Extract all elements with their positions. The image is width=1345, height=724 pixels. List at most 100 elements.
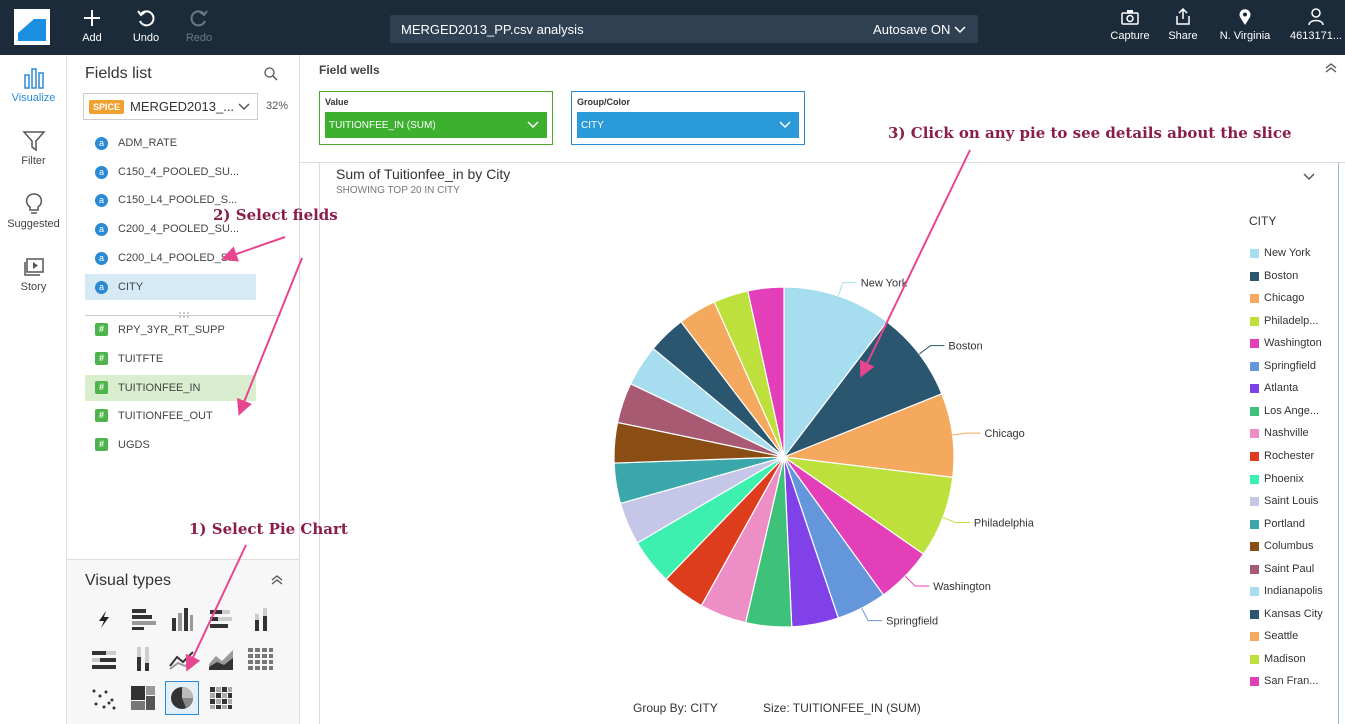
- field-item[interactable]: a C150_4_POOLED_SU...: [85, 159, 256, 185]
- legend-swatch: [1250, 677, 1259, 687]
- field-item-city[interactable]: a CITY: [85, 274, 256, 300]
- heat-map-icon: [210, 687, 232, 709]
- collapse-icon[interactable]: [271, 575, 283, 585]
- dimension-icon: a: [95, 166, 108, 179]
- legend-swatch: [1250, 654, 1259, 664]
- heat-map-visual-type[interactable]: [204, 681, 238, 715]
- field-item[interactable]: a C150_L4_POOLED_S...: [85, 187, 256, 213]
- story-icon: [23, 258, 44, 276]
- filter-icon: [21, 131, 46, 152]
- visual-panel[interactable]: Sum of Tuitionfee_in by City SHOWING TOP…: [319, 163, 1339, 724]
- rail-story[interactable]: Story: [0, 256, 67, 293]
- field-wells-title: Field wells: [319, 63, 380, 77]
- footer-group-by: Group By: CITY: [633, 701, 718, 715]
- field-item[interactable]: # RPY_3YR_RT_SUPP: [85, 317, 256, 343]
- legend-label: Springfield: [1264, 359, 1316, 372]
- analysis-title[interactable]: MERGED2013_PP.csv analysis: [401, 22, 584, 37]
- legend-label: Phoenix: [1264, 472, 1304, 485]
- autosave-dropdown[interactable]: Autosave ON: [873, 22, 966, 37]
- redo-label: Redo: [185, 32, 213, 44]
- rail-filter[interactable]: Filter: [0, 130, 67, 167]
- add-button[interactable]: Add: [67, 8, 117, 44]
- field-item[interactable]: a C200_4_POOLED_SU...: [85, 216, 256, 242]
- stacked-bar-100-visual-type[interactable]: [87, 642, 121, 676]
- pivot-table-visual-type[interactable]: [243, 642, 277, 676]
- field-item[interactable]: a ADM_RATE: [85, 130, 256, 156]
- rail-visualize[interactable]: Visualize: [0, 67, 67, 104]
- chevron-down-icon[interactable]: [1303, 173, 1315, 181]
- lightning-icon: [99, 611, 109, 628]
- left-icon-rail: Visualize Filter Suggested Story: [0, 55, 67, 724]
- callout-line: [952, 432, 981, 436]
- dataset-selector[interactable]: SPICE MERGED2013_...: [83, 93, 258, 120]
- dimension-icon: a: [95, 252, 108, 265]
- annotation-step2: 2) Select fields: [213, 206, 338, 224]
- scatter-visual-type[interactable]: [87, 681, 121, 715]
- callout-line: [942, 517, 970, 524]
- legend-label: Nashville: [1264, 427, 1309, 440]
- chevron-down-icon: [954, 26, 966, 34]
- tree-map-icon: [131, 686, 155, 710]
- spice-badge: SPICE: [89, 100, 125, 114]
- value-field-pill[interactable]: TUITIONFEE_IN (SUM): [325, 112, 547, 138]
- measure-icon: #: [95, 352, 108, 365]
- field-item-tuitionfee-in[interactable]: # TUITIONFEE_IN: [85, 375, 256, 401]
- undo-button[interactable]: Undo: [121, 8, 171, 44]
- value-well[interactable]: Value TUITIONFEE_IN (SUM): [319, 91, 553, 145]
- callout-line: [904, 575, 930, 587]
- legend-label: Portland: [1264, 517, 1305, 530]
- dimension-icon: a: [95, 223, 108, 236]
- stacked-column-100-visual-type[interactable]: [126, 642, 160, 676]
- pie-visual-type[interactable]: [165, 681, 199, 715]
- vertical-bar-chart-icon: [172, 608, 193, 631]
- pie-slice-new-york[interactable]: [783, 286, 888, 459]
- stacked-horizontal-bar-icon: [210, 610, 232, 628]
- search-icon[interactable]: [264, 67, 278, 81]
- callout-label: Springfield: [886, 616, 938, 628]
- vertical-bar-visual-type[interactable]: [165, 602, 199, 636]
- share-button[interactable]: Share: [1158, 8, 1208, 42]
- field-item[interactable]: # TUITFTE: [85, 346, 256, 372]
- group-field-pill[interactable]: CITY: [577, 112, 799, 138]
- rail-suggested[interactable]: Suggested: [0, 193, 67, 230]
- field-divider[interactable]: [85, 315, 281, 316]
- legend-swatch: [1250, 564, 1259, 574]
- stacked-column-visual-type[interactable]: [243, 602, 277, 636]
- field-wells-panel: Field wells Value TUITIONFEE_IN (SUM) Gr…: [300, 55, 1345, 163]
- group-color-well[interactable]: Group/Color CITY: [571, 91, 805, 145]
- dataset-name: MERGED2013_...: [130, 99, 235, 114]
- pie-slice-boston[interactable]: [782, 320, 943, 459]
- legend-swatch: [1250, 632, 1259, 642]
- field-item[interactable]: # TUITIONFEE_OUT: [85, 403, 256, 429]
- collapse-icon[interactable]: [1325, 63, 1337, 73]
- spice-usage-percent: 32%: [266, 100, 289, 112]
- area-visual-type[interactable]: [204, 642, 238, 676]
- field-item[interactable]: # UGDS: [85, 432, 256, 458]
- capture-button[interactable]: Capture: [1105, 8, 1155, 42]
- share-icon: [1176, 8, 1190, 25]
- redo-button[interactable]: Redo: [174, 8, 224, 44]
- field-item[interactable]: a C200_L4_POOLED_S...: [85, 245, 256, 271]
- tree-map-visual-type[interactable]: [126, 681, 160, 715]
- visual-types-panel: Visual types: [67, 559, 300, 724]
- callout-line: [837, 282, 857, 297]
- pie-chart[interactable]: New York Boston Chicago Philadelphia Washing…: [320, 163, 1240, 693]
- chart-title[interactable]: Sum of Tuitionfee_in by City: [336, 166, 511, 182]
- horizontal-bar-visual-type[interactable]: [126, 602, 160, 636]
- callout-label: Philadelphia: [974, 518, 1035, 530]
- pie-slice-san-francisco[interactable]: [747, 286, 785, 458]
- drag-handle-icon[interactable]: [178, 311, 190, 319]
- stacked-bar-visual-type[interactable]: [204, 602, 238, 636]
- location-pin-icon: [1239, 9, 1251, 25]
- region-button[interactable]: N. Virginia: [1214, 8, 1276, 42]
- legend-label: Philadelp...: [1264, 314, 1319, 327]
- arrow-to-fields: [221, 236, 286, 262]
- callout-label: Washington: [933, 581, 991, 593]
- analysis-title-bar[interactable]: MERGED2013_PP.csv analysis Autosave ON: [390, 15, 978, 43]
- autograph-visual-type[interactable]: [87, 602, 121, 636]
- undo-icon: [137, 10, 155, 27]
- legend-label: New York: [1264, 247, 1311, 259]
- legend-swatch: [1250, 406, 1259, 416]
- account-button[interactable]: 4613171...: [1290, 8, 1342, 42]
